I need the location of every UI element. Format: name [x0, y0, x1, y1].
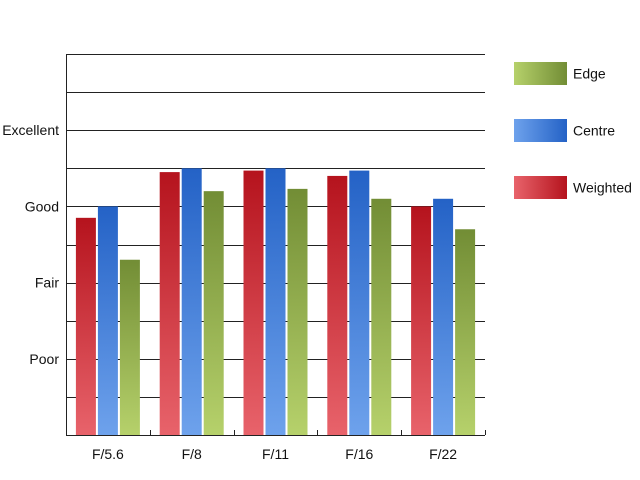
y-tick-label: Poor [29, 351, 59, 367]
y-tick-label: Fair [35, 275, 59, 291]
legend-label-edge: Edge [573, 66, 606, 82]
tick-labels: F/5.6 F/8 F/11 F/16 F/22 Poor Fair Good Excellen… [2, 122, 457, 462]
bars [75, 168, 476, 436]
legend-label-weighted: Weighted [573, 180, 632, 196]
bar-edge-f-5-6 [119, 259, 140, 435]
legend-swatch-centre [514, 119, 567, 142]
legend-label-centre: Centre [573, 123, 615, 139]
y-tick-label: Excellent [2, 122, 59, 138]
x-tick-label: F/22 [429, 446, 457, 462]
x-tick-label: F/11 [262, 446, 289, 462]
axes [66, 54, 486, 436]
bar-centre-f-11 [265, 168, 286, 436]
bar-edge-f-16 [371, 198, 392, 435]
bar-weighted-f-11 [243, 170, 264, 435]
bar-weighted-f-22 [411, 206, 432, 435]
x-tick-label: F/16 [345, 446, 373, 462]
legend-swatch-edge [514, 62, 567, 85]
bar-edge-f-22 [455, 229, 476, 435]
y-tick-label: Good [25, 198, 59, 214]
bar-edge-f-8 [203, 191, 224, 435]
bar-centre-f-22 [433, 198, 454, 435]
bar-edge-f-11 [287, 188, 308, 435]
bar-weighted-f-16 [327, 175, 348, 436]
x-tick-label: F/8 [182, 446, 202, 462]
x-tick-label: F/5.6 [92, 446, 124, 462]
legend: Edge Centre Weighted [514, 62, 632, 199]
legend-swatch-weighted [514, 176, 567, 199]
bar-weighted-f-5-6 [75, 217, 96, 435]
bar-centre-f-8 [181, 168, 202, 436]
bar-centre-f-5-6 [97, 206, 118, 435]
bar-weighted-f-8 [159, 172, 180, 436]
bar-centre-f-16 [349, 170, 370, 435]
